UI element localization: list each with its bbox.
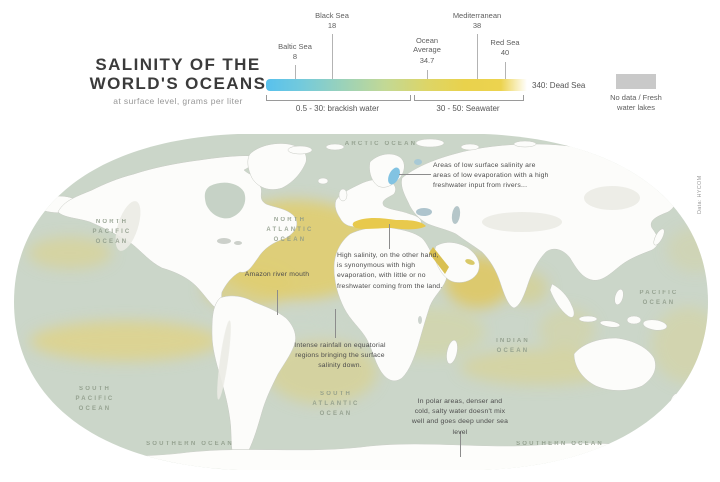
ocean-label-south-atlantic: SOUTH ATLANTIC OCEAN: [312, 391, 360, 418]
ocean-label-indian: INDIAN OCEAN: [496, 338, 530, 355]
seawater-range-label: 30 - 50: Seawater: [436, 104, 500, 113]
data-credit: Data: HYCOM: [697, 175, 703, 214]
leader-line-high-salinity: [389, 224, 390, 249]
ocean-label-south-pacific: SOUTH PACIFIC OCEAN: [75, 386, 115, 413]
ocean-label-arctic: ARCTIC OCEAN: [344, 141, 418, 147]
scale-label-ocean-average: Ocean Average 34.7: [413, 36, 441, 65]
leader-line-polar: [460, 431, 461, 457]
legend-tick-mediterranean: [477, 34, 478, 79]
salinity-color-scale: [266, 79, 527, 91]
leader-line-equatorial-rainfall: [335, 309, 336, 338]
page-subtitle: at surface level, grams per liter: [113, 96, 243, 107]
annotation-amazon: Amazon river mouth: [244, 271, 310, 278]
dead-sea-label: 340: Dead Sea: [532, 81, 586, 90]
no-data-label: No data / Fresh water lakes: [610, 93, 662, 113]
scale-label-mediterranean: Mediterranean 38: [452, 11, 502, 31]
seawater-bracket: [414, 95, 524, 101]
scale-label-black-sea: Black Sea 18: [315, 11, 349, 31]
leader-line-low-salinity: [399, 174, 431, 175]
legend-tick-ocean-average: [427, 70, 428, 79]
page-title-line1: SALINITY OF THE: [95, 55, 261, 74]
brackish-range-label: 0.5 - 30: brackish water: [295, 104, 380, 113]
scale-label-baltic: Baltic Sea 8: [278, 42, 312, 62]
scale-label-red-sea: Red Sea 40: [490, 38, 520, 58]
ocean-label-north-pacific: NORTH PACIFIC OCEAN: [92, 219, 132, 246]
annotation-polar: In polar areas, denser and cold, salty w…: [411, 398, 509, 436]
legend-tick-baltic: [295, 65, 296, 79]
ocean-label-pacific: PACIFIC OCEAN: [639, 290, 679, 307]
title-block: SALINITY OF THE WORLD'S OCEANS at surfac…: [78, 55, 278, 107]
page-title-line2: WORLD'S OCEANS: [89, 73, 267, 93]
annotation-high-salinity: High salinity, on the other hand, is syn…: [337, 252, 443, 290]
no-data-swatch: [616, 74, 656, 89]
leader-line-amazon: [277, 290, 278, 315]
annotation-low-salinity: Areas of low surface salinity are areas …: [433, 162, 549, 190]
ocean-label-north-atlantic: NORTH ATLANTIC OCEAN: [266, 217, 314, 244]
ocean-label-southern-west: SOUTHERN OCEAN: [146, 441, 234, 447]
legend-tick-black-sea: [332, 34, 333, 79]
legend-tick-red-sea: [505, 62, 506, 79]
brackish-bracket: [266, 95, 411, 101]
annotation-equatorial-rainfall: Intense rainfall on equatorial regions b…: [294, 342, 386, 370]
ocean-label-southern-east: SOUTHERN OCEAN: [516, 441, 604, 447]
